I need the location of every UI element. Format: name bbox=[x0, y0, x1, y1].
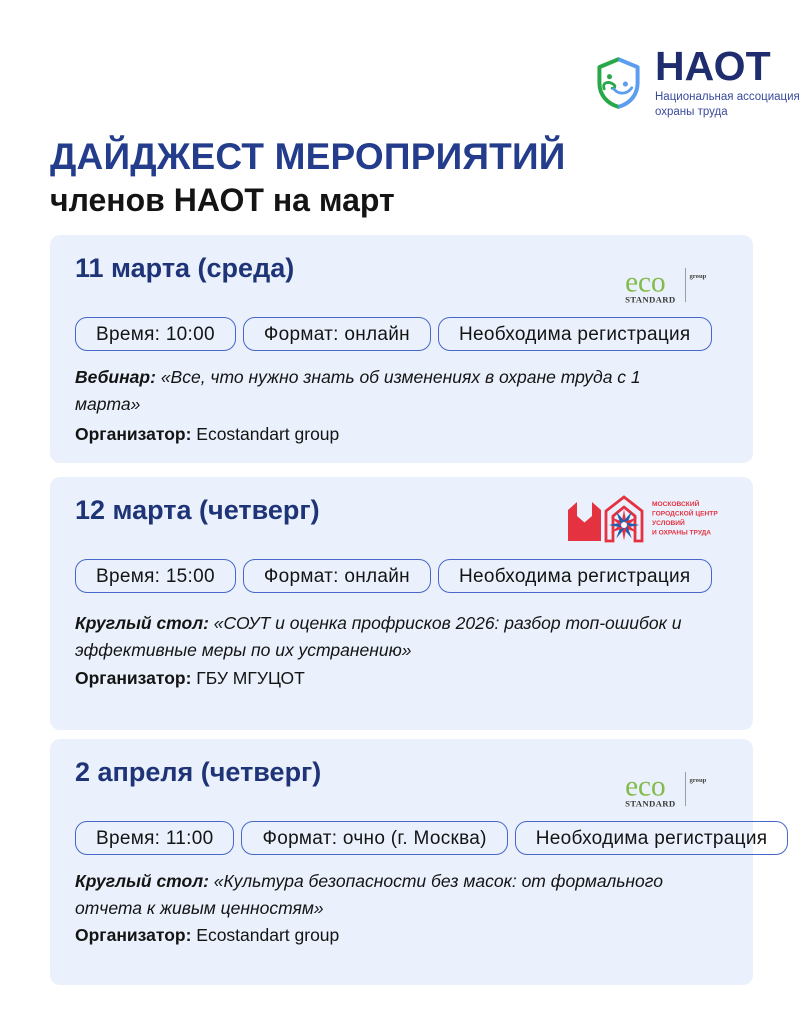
svg-text:eco: eco bbox=[625, 770, 666, 802]
svg-text:ГОРОДСКОЙ ЦЕНТР: ГОРОДСКОЙ ЦЕНТР bbox=[652, 509, 718, 518]
svg-text:eco: eco bbox=[625, 266, 666, 298]
svg-text:И ОХРАНЫ ТРУДА: И ОХРАНЫ ТРУДА bbox=[652, 530, 711, 537]
svg-text:STANDARD: STANDARD bbox=[625, 295, 675, 304]
svg-text:group: group bbox=[690, 777, 707, 784]
svg-text:МОСКОВСКИЙ: МОСКОВСКИЙ bbox=[652, 499, 700, 508]
svg-text:group: group bbox=[690, 273, 707, 280]
svg-text:STANDARD: STANDARD bbox=[625, 799, 675, 808]
svg-text:УСЛОВИЙ: УСЛОВИЙ bbox=[652, 518, 685, 527]
